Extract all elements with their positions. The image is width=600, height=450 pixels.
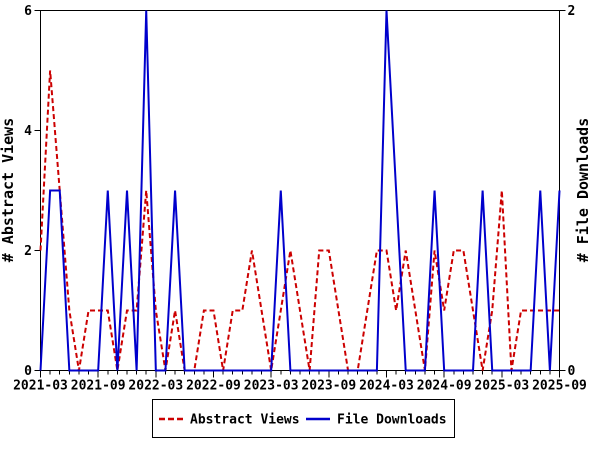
x-tick-label: 2022-09 [186, 379, 241, 394]
y-left-tick-label: 2 [24, 244, 32, 259]
x-tick-label: 2025-03 [474, 379, 529, 394]
right-axis-title: # File Downloads [574, 118, 592, 263]
y-right-tick-label: 2 [568, 4, 576, 19]
x-tick-label: 2024-09 [417, 379, 472, 394]
x-tick-label: 2021-03 [13, 379, 68, 394]
series-line-abstract-views [39, 70, 560, 372]
x-tick-label: 2023-03 [244, 379, 299, 394]
x-tick-label: 2023-09 [301, 379, 356, 394]
x-tick-label: 2024-03 [359, 379, 414, 394]
y-left-tick-label: 4 [24, 124, 32, 139]
legend-label-abstract-views: Abstract Views [190, 413, 300, 428]
legend-box [152, 399, 455, 438]
left-axis-title: # Abstract Views [0, 118, 17, 263]
series-line-file-downloads [39, 10, 561, 372]
y-left-tick-label: 0 [24, 364, 32, 379]
x-tick-label: 2022-03 [128, 379, 183, 394]
legend: Abstract Views File Downloads [152, 399, 455, 438]
legend-label-file-downloads: File Downloads [337, 413, 447, 428]
y-left-tick-label: 6 [24, 4, 32, 19]
y-right-tick-label: 0 [568, 364, 576, 379]
x-tick-label: 2025-09 [532, 379, 587, 394]
x-tick-label: 2021-09 [71, 379, 126, 394]
